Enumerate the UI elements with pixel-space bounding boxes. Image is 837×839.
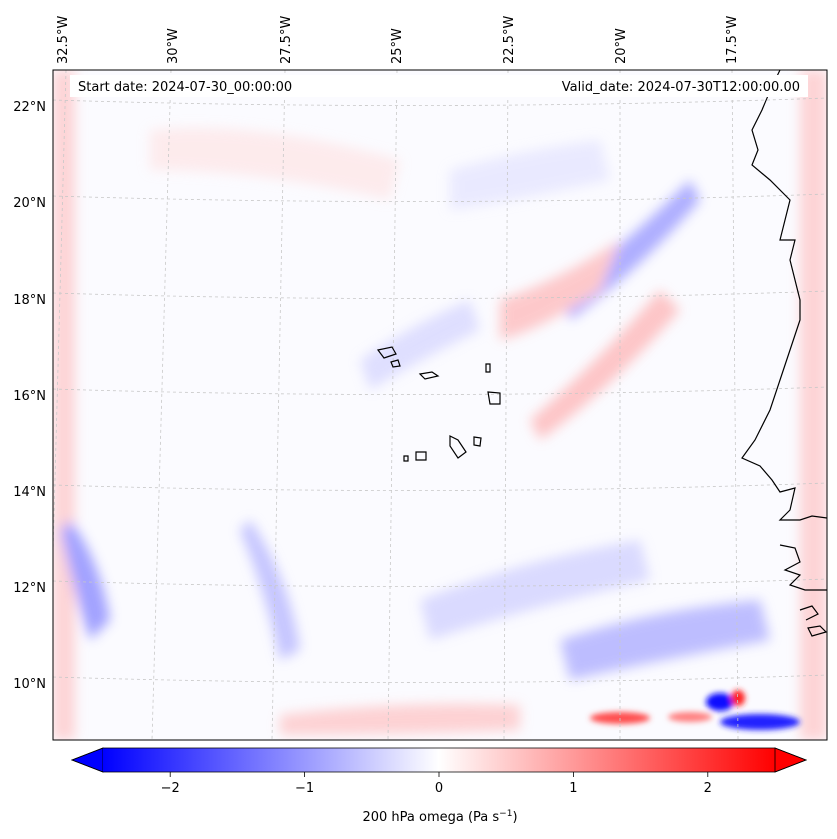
lon-label-30W: 30°W (166, 28, 181, 64)
gridlines (53, 70, 827, 740)
longitude-labels: 32.5°W 30°W 27.5°W 25°W 22.5°W 20°W 17.5… (56, 16, 740, 64)
lon-label-27.5W: 27.5°W (279, 16, 294, 64)
lat-label-20N: 20°N (13, 196, 46, 211)
colorbar-tick-label: −1 (295, 781, 314, 796)
lon-label-25W: 25°W (390, 28, 405, 64)
map-panel (52, 69, 828, 741)
header-box (70, 75, 808, 97)
colorbar-outline (70, 747, 808, 773)
omega-field (53, 70, 827, 740)
lat-label-22N: 22°N (13, 100, 46, 115)
lon-label-32.5W: 32.5°W (56, 16, 71, 64)
latitude-labels: 22°N 20°N 18°N 16°N 14°N 12°N 10°N (13, 100, 46, 692)
valid-date-label: Valid_date: 2024-07-30T12:00:00.00 (562, 80, 800, 95)
colorbar-gradient (103, 748, 775, 772)
lat-label-12N: 12°N (13, 581, 46, 596)
colorbar-tick-label: 0 (435, 781, 443, 796)
colorbar-tick-label: 1 (569, 781, 577, 796)
start-date-label: Start date: 2024-07-30_00:00:00 (78, 80, 292, 95)
colorbar-extend-max (774, 747, 808, 773)
colorbar-tick-label: −2 (161, 781, 180, 796)
colorbar-ticks: −2 −1 0 1 2 (161, 772, 712, 796)
lon-label-20W: 20°W (614, 28, 629, 64)
colorbar-extend-min (70, 747, 104, 773)
colorbar-label: 200 hPa omega (Pa s−1) (362, 809, 517, 825)
lat-label-14N: 14°N (13, 485, 46, 500)
lat-label-16N: 16°N (13, 389, 46, 404)
map-frame (52, 69, 828, 741)
colorbar-tick-label: 2 (704, 781, 712, 796)
lon-label-22.5W: 22.5°W (502, 16, 517, 64)
lat-label-18N: 18°N (13, 293, 46, 308)
lon-label-17.5W: 17.5°W (725, 16, 740, 64)
lat-label-10N: 10°N (13, 677, 46, 692)
colorbar: −2 −1 0 1 2 200 hPa omega (Pa s−1) (70, 747, 808, 825)
